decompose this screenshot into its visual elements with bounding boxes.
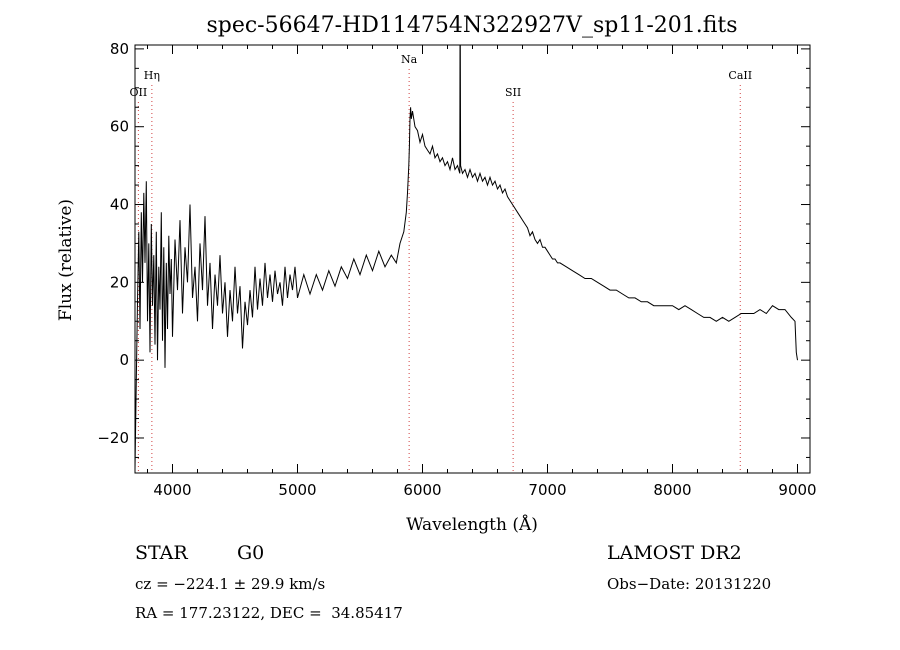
spectrum-line <box>134 44 798 470</box>
spectral-lines: Hη OII Na SII CaII <box>130 53 752 473</box>
spectral-line-label: Hη <box>144 69 160 82</box>
plot-frame <box>134 44 811 474</box>
spectral-line-label: OII <box>130 86 148 99</box>
y-tick-label: 80 <box>110 40 129 58</box>
axis-tick-labels: 4000 5000 6000 7000 8000 9000 −20 0 20 40 60 80 <box>97 40 816 499</box>
y-axis-label: Flux (relative) <box>56 199 76 321</box>
object-class: STAR <box>135 542 188 564</box>
y-tick-label: 20 <box>110 273 129 291</box>
x-tick-label: 5000 <box>278 481 316 499</box>
redshift-cz: cz = −224.1 ± 29.9 km/s <box>135 575 326 593</box>
object-subclass: G0 <box>237 542 265 564</box>
x-tick-label: 6000 <box>403 481 441 499</box>
x-tick-label: 9000 <box>778 481 816 499</box>
x-tick-label: 7000 <box>528 481 566 499</box>
chart-title: spec-56647-HD114754N322927V_sp11-201.fit… <box>206 13 737 38</box>
ra-dec: RA = 177.23122, DEC = 34.85417 <box>135 604 403 622</box>
survey-name: LAMOST DR2 <box>607 542 742 564</box>
x-tick-label: 8000 <box>653 481 691 499</box>
y-tick-label: 60 <box>110 118 129 136</box>
y-tick-label: 0 <box>119 351 129 369</box>
spectral-line-label: CaII <box>728 69 752 82</box>
x-tick-label: 4000 <box>153 481 191 499</box>
axis-ticks <box>135 45 810 473</box>
y-tick-label: −20 <box>97 429 129 447</box>
obs-date: Obs−Date: 20131220 <box>607 575 772 593</box>
spectral-line-label: Na <box>401 53 418 66</box>
spectral-line-label: SII <box>505 86 521 99</box>
x-axis-label: Wavelength (Å) <box>406 514 538 535</box>
y-tick-label: 40 <box>110 196 129 214</box>
